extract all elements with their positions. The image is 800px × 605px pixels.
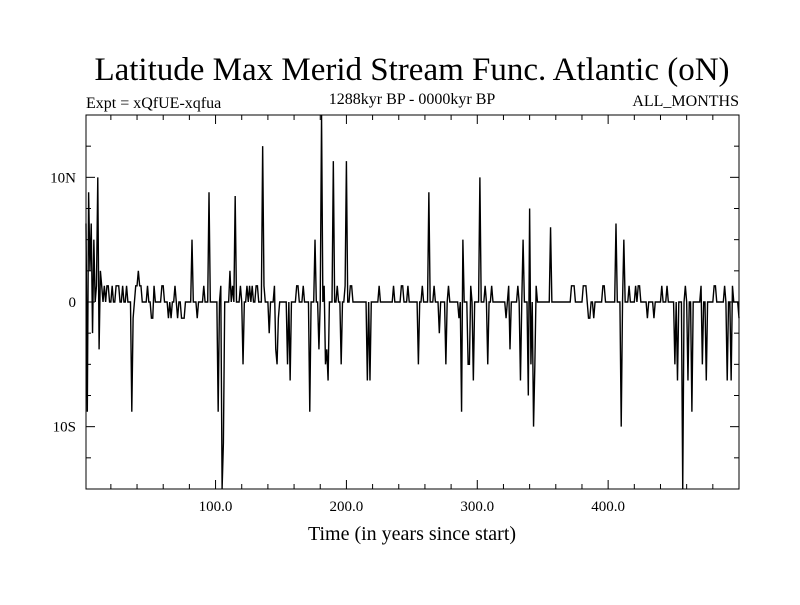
- x-tick-label: 100.0: [199, 499, 233, 515]
- y-tick-label: 0: [69, 295, 77, 311]
- expt-label: Expt = xQfUE-xqfua: [86, 95, 221, 112]
- y-tick-label: 10N: [50, 170, 76, 186]
- chart-title: Latitude Max Merid Stream Func. Atlantic…: [94, 52, 729, 88]
- months-label: ALL_MONTHS: [632, 93, 739, 110]
- axis-tick-labels: 100.0 200.0 300.0 400.0 10N 0 10S: [50, 170, 625, 515]
- period-label: 1288kyr BP - 0000kyr BP: [329, 91, 496, 108]
- x-axis-label: Time (in years since start): [308, 523, 516, 545]
- x-tick-label: 400.0: [591, 499, 625, 515]
- series-line: [85, 114, 740, 490]
- y-tick-label: 10S: [53, 420, 76, 436]
- x-tick-label: 200.0: [330, 499, 364, 515]
- x-tick-label: 300.0: [460, 499, 494, 515]
